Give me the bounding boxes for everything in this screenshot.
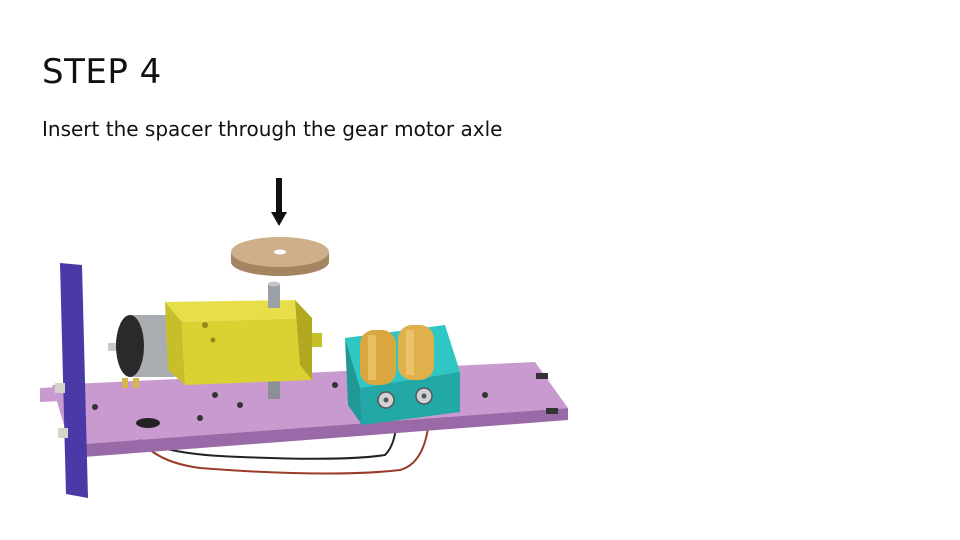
assembly-illustration <box>40 178 568 498</box>
side-panel <box>55 263 88 498</box>
wooden-spacer <box>231 237 329 276</box>
plate-hole <box>482 392 488 398</box>
plate-hole <box>212 392 218 398</box>
gearbox-body <box>165 302 185 385</box>
red-wire <box>131 399 431 475</box>
plate-hole <box>136 418 160 428</box>
plate-slot <box>546 408 558 414</box>
batteries <box>360 325 434 385</box>
step-title: STEP 4 <box>42 52 162 92</box>
down-arrow-icon <box>271 178 287 226</box>
plate-hole <box>332 382 338 388</box>
plate-slot <box>536 373 548 379</box>
plate-hole <box>92 404 98 410</box>
battery-holder <box>345 325 460 425</box>
plate-hole <box>197 415 203 421</box>
gear-motor <box>108 300 322 388</box>
step-instruction: Insert the spacer through the gear motor… <box>42 117 503 141</box>
plate-hole <box>237 402 243 408</box>
motor-axle <box>268 281 280 308</box>
